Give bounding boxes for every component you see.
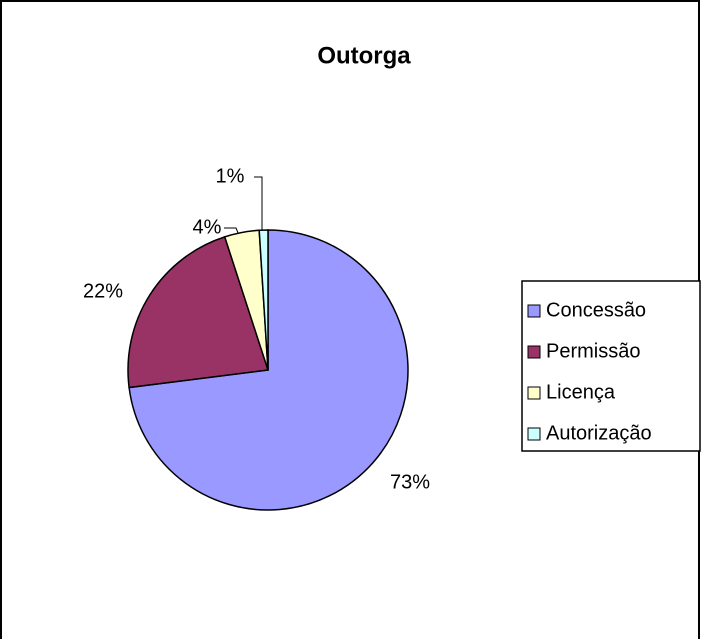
legend-label: Concessão: [546, 299, 646, 321]
legend-swatch: [527, 427, 541, 441]
data-label: 4%: [193, 216, 222, 238]
data-label: 73%: [390, 471, 430, 493]
pie-slice: [258, 229, 269, 371]
legend-label: Licença: [546, 381, 616, 403]
legend-swatch: [527, 304, 541, 318]
legend-label: Permissão: [546, 340, 640, 362]
legend-swatch: [527, 386, 541, 400]
pie-slice: [127, 235, 269, 389]
legend-swatch: [527, 345, 541, 359]
data-label: 1%: [216, 165, 245, 187]
data-label: 22%: [83, 280, 123, 302]
legend-box: [521, 280, 701, 452]
chart-title: Outorga: [317, 42, 411, 69]
legend-label: Autorização: [546, 422, 652, 444]
leader-line: [254, 176, 263, 231]
